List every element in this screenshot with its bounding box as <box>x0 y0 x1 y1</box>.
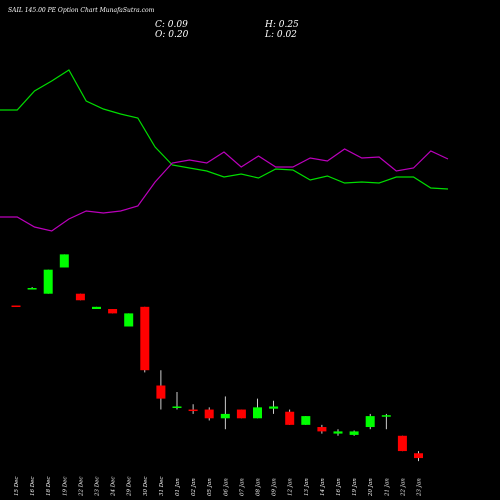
x-tick-label: 19 Jan <box>352 478 358 496</box>
candle-09-jan <box>269 400 279 414</box>
candle-body <box>253 407 262 419</box>
candle-31-dec <box>156 370 166 410</box>
candle-07-jan <box>236 409 246 419</box>
candle-06-jan <box>220 396 230 430</box>
candle-body <box>269 406 279 409</box>
candle-body <box>172 406 182 408</box>
indicator-line-1 <box>0 69 449 190</box>
candle-body <box>301 416 311 425</box>
x-tick-label: 01 Jan <box>175 478 181 496</box>
chart-title: SAIL 145.00 PE Option Chart MunafaSutra.… <box>8 7 155 14</box>
candle-13-jan <box>301 416 311 425</box>
candle-body <box>27 288 37 290</box>
x-tick-label: 31 Dec <box>159 477 165 497</box>
candle-body <box>59 254 69 268</box>
candle-30-dec <box>140 306 150 373</box>
close-value: C: 0.09 <box>155 20 188 30</box>
high-value: H: 0.25 <box>264 20 299 30</box>
indicator-lines <box>0 69 449 232</box>
x-tick-label: 20 Jan <box>368 478 374 497</box>
x-tick-label: 15 Dec <box>14 477 20 497</box>
candle-08-jan <box>253 398 262 419</box>
candle-24-dec <box>108 309 118 314</box>
x-tick-label: 18 Dec <box>46 477 52 497</box>
x-tick-label: 22 Jan <box>400 478 406 497</box>
candle-14-jan <box>317 424 327 434</box>
candle-15-dec <box>11 305 21 308</box>
x-tick-label: 12 Jan <box>288 478 294 496</box>
x-tick-label: 06 Jan <box>223 478 229 496</box>
candle-18-dec <box>43 269 53 294</box>
candle-16-jan <box>333 429 343 436</box>
x-tick-label: 13 Jan <box>304 478 310 496</box>
candle-12-jan <box>285 409 295 425</box>
indicator-line-2 <box>0 148 449 232</box>
candle-16-dec <box>27 287 37 290</box>
candle-02-jan <box>188 404 198 414</box>
x-tick-label: 29 Dec <box>127 477 133 498</box>
x-tick-label: 16 Dec <box>30 477 36 497</box>
open-value: O: 0.20 <box>155 30 189 40</box>
candle-body <box>397 435 407 452</box>
x-tick-label: 02 Jan <box>191 478 197 496</box>
candle-29-dec <box>124 313 134 327</box>
candle-body <box>156 385 166 399</box>
x-tick-label: 16 Jan <box>336 478 342 496</box>
candle-01-jan <box>172 392 182 410</box>
candle-19-jan <box>349 430 359 436</box>
x-tick-label: 30 Dec <box>143 477 149 497</box>
x-tick-label: 24 Dec <box>111 477 117 498</box>
candle-body <box>285 411 295 425</box>
x-tick-label: 08 Jan <box>256 478 262 496</box>
candle-body <box>317 427 327 432</box>
candle-body <box>108 309 118 314</box>
candle-23-jan <box>414 451 423 462</box>
candle-22-jan <box>397 435 407 452</box>
candle-19-dec <box>59 254 69 268</box>
candle-body <box>188 409 198 412</box>
candle-body <box>43 269 53 294</box>
candle-21-jan <box>381 413 391 430</box>
x-axis-tick-labels: 15 Dec 16 Dec 18 Dec 19 Dec 22 Dec 23 Dec 24 D… <box>14 477 423 498</box>
x-tick-label: 09 Jan <box>272 478 278 496</box>
candle-22-dec <box>75 293 85 301</box>
x-tick-label: 22 Dec <box>78 477 84 498</box>
candle-05-jan <box>204 407 214 421</box>
x-tick-label: 21 Jan <box>384 478 390 497</box>
x-tick-label: 05 Jan <box>207 478 213 496</box>
candle-body <box>365 416 375 428</box>
candle-body <box>11 305 21 308</box>
candle-body <box>236 409 246 419</box>
candle-20-jan <box>365 413 375 430</box>
x-tick-label: 19 Dec <box>62 477 68 497</box>
x-tick-label: 07 Jan <box>239 478 245 496</box>
candle-body <box>140 306 150 371</box>
candlesticks <box>11 254 423 462</box>
candle-body <box>124 313 134 327</box>
candle-body <box>381 415 391 417</box>
low-value: L: 0.02 <box>264 30 297 40</box>
candle-body <box>204 409 214 419</box>
candle-body <box>333 431 343 434</box>
candle-body <box>414 453 423 459</box>
candle-body <box>92 306 101 310</box>
x-tick-label: 23 Dec <box>95 477 101 498</box>
x-tick-label: 14 Jan <box>320 478 326 496</box>
candle-23-dec <box>92 306 101 310</box>
x-tick-label: 23 Jan <box>417 478 423 497</box>
candle-body <box>349 431 359 435</box>
candle-body <box>75 293 85 301</box>
candle-body <box>220 413 230 419</box>
